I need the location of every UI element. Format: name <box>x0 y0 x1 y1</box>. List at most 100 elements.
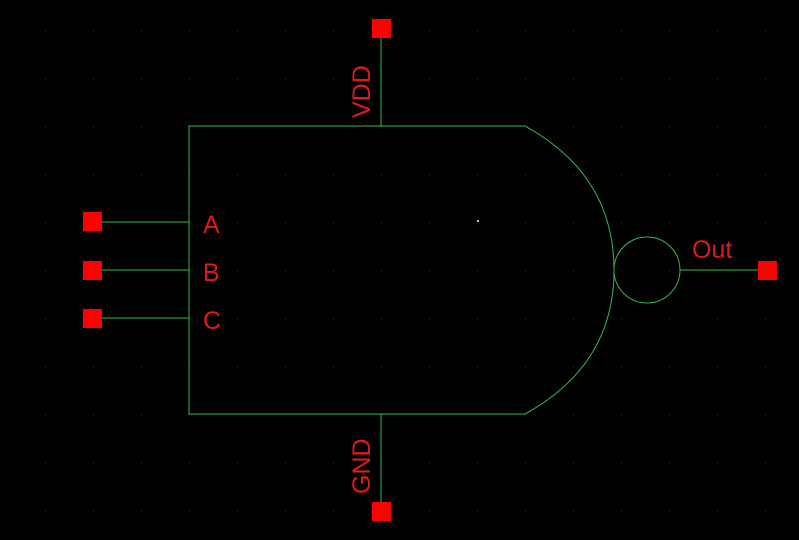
grid-dot <box>333 270 334 271</box>
grid-dot <box>93 78 94 79</box>
grid-dot <box>669 30 670 31</box>
grid-dot <box>237 318 238 319</box>
grid-dot <box>621 222 622 223</box>
grid-dot <box>525 174 526 175</box>
grid-dot <box>765 366 766 367</box>
grid-dot <box>285 366 286 367</box>
grid-dot <box>333 462 334 463</box>
grid-dot <box>45 174 46 175</box>
grid-dot <box>429 318 430 319</box>
grid-dot <box>237 174 238 175</box>
grid-dot <box>525 366 526 367</box>
grid-dot <box>573 78 574 79</box>
grid-dot <box>621 270 622 271</box>
vdd-label: VDD <box>348 65 376 118</box>
grid-dot <box>765 462 766 463</box>
grid-dot <box>285 270 286 271</box>
grid-dot <box>765 222 766 223</box>
grid-dot <box>717 462 718 463</box>
grid-dot <box>621 462 622 463</box>
input-a-pin[interactable] <box>83 212 102 231</box>
grid-dot <box>621 366 622 367</box>
grid-dot <box>477 270 478 271</box>
output-label: Out <box>692 236 732 264</box>
grid-dot <box>45 270 46 271</box>
grid-dot <box>765 30 766 31</box>
input-b-pin[interactable] <box>83 261 102 280</box>
grid-dot <box>141 126 142 127</box>
grid-dot <box>237 366 238 367</box>
grid-dot <box>45 318 46 319</box>
grid-dot <box>45 30 46 31</box>
grid-dot <box>285 510 286 511</box>
grid-dot <box>237 270 238 271</box>
grid-dot <box>141 174 142 175</box>
grid-dot <box>189 510 190 511</box>
grid-dot <box>717 126 718 127</box>
grid-dot <box>669 126 670 127</box>
grid-dot <box>477 462 478 463</box>
grid-dot <box>333 318 334 319</box>
grid-dot <box>381 174 382 175</box>
grid-dot <box>285 462 286 463</box>
grid-dot <box>477 510 478 511</box>
grid-dot <box>141 414 142 415</box>
grid-dot <box>429 222 430 223</box>
input-a-label: A <box>203 211 220 239</box>
grid-dot <box>237 462 238 463</box>
grid-dot <box>525 414 526 415</box>
grid-dot <box>573 30 574 31</box>
grid-dot <box>765 318 766 319</box>
grid-dot <box>573 222 574 223</box>
grid-dot <box>669 462 670 463</box>
grid-dot <box>333 222 334 223</box>
grid-dot <box>141 366 142 367</box>
grid-dot <box>717 30 718 31</box>
grid-dot <box>621 318 622 319</box>
grid-dot <box>573 414 574 415</box>
grid-dot <box>477 30 478 31</box>
grid-dot <box>669 270 670 271</box>
grid-dot <box>573 270 574 271</box>
grid-dot <box>381 366 382 367</box>
grid-dot <box>237 78 238 79</box>
grid-dot <box>285 174 286 175</box>
grid-dot <box>573 510 574 511</box>
grid-dot <box>237 222 238 223</box>
grid-dot <box>717 174 718 175</box>
grid-dot <box>669 414 670 415</box>
grid-dot <box>141 462 142 463</box>
grid-dot <box>573 366 574 367</box>
grid-dot <box>621 510 622 511</box>
grid-dot <box>429 366 430 367</box>
input-c-pin[interactable] <box>83 309 102 328</box>
grid-dot <box>93 414 94 415</box>
grid-dot <box>717 78 718 79</box>
grid-dot <box>525 222 526 223</box>
grid-dot <box>573 174 574 175</box>
grid-dot <box>45 366 46 367</box>
grid-dot <box>285 318 286 319</box>
center-marker <box>477 220 479 222</box>
vdd-pin[interactable] <box>372 19 391 38</box>
grid-dot <box>429 174 430 175</box>
grid-dot <box>333 78 334 79</box>
grid-dot <box>573 318 574 319</box>
grid-dot <box>45 510 46 511</box>
grid-dot <box>669 78 670 79</box>
grid-dot <box>669 318 670 319</box>
grid-dot <box>381 318 382 319</box>
gnd-pin[interactable] <box>372 502 391 521</box>
grid-dot <box>477 318 478 319</box>
input-c-label: C <box>203 307 221 335</box>
grid-dot <box>45 222 46 223</box>
grid-dot <box>717 414 718 415</box>
grid-dot <box>525 462 526 463</box>
grid-dot <box>381 222 382 223</box>
grid-dot <box>669 174 670 175</box>
gnd-label: GND <box>348 438 376 494</box>
output-pin[interactable] <box>758 261 777 280</box>
grid-dot <box>765 510 766 511</box>
grid-dot <box>477 78 478 79</box>
